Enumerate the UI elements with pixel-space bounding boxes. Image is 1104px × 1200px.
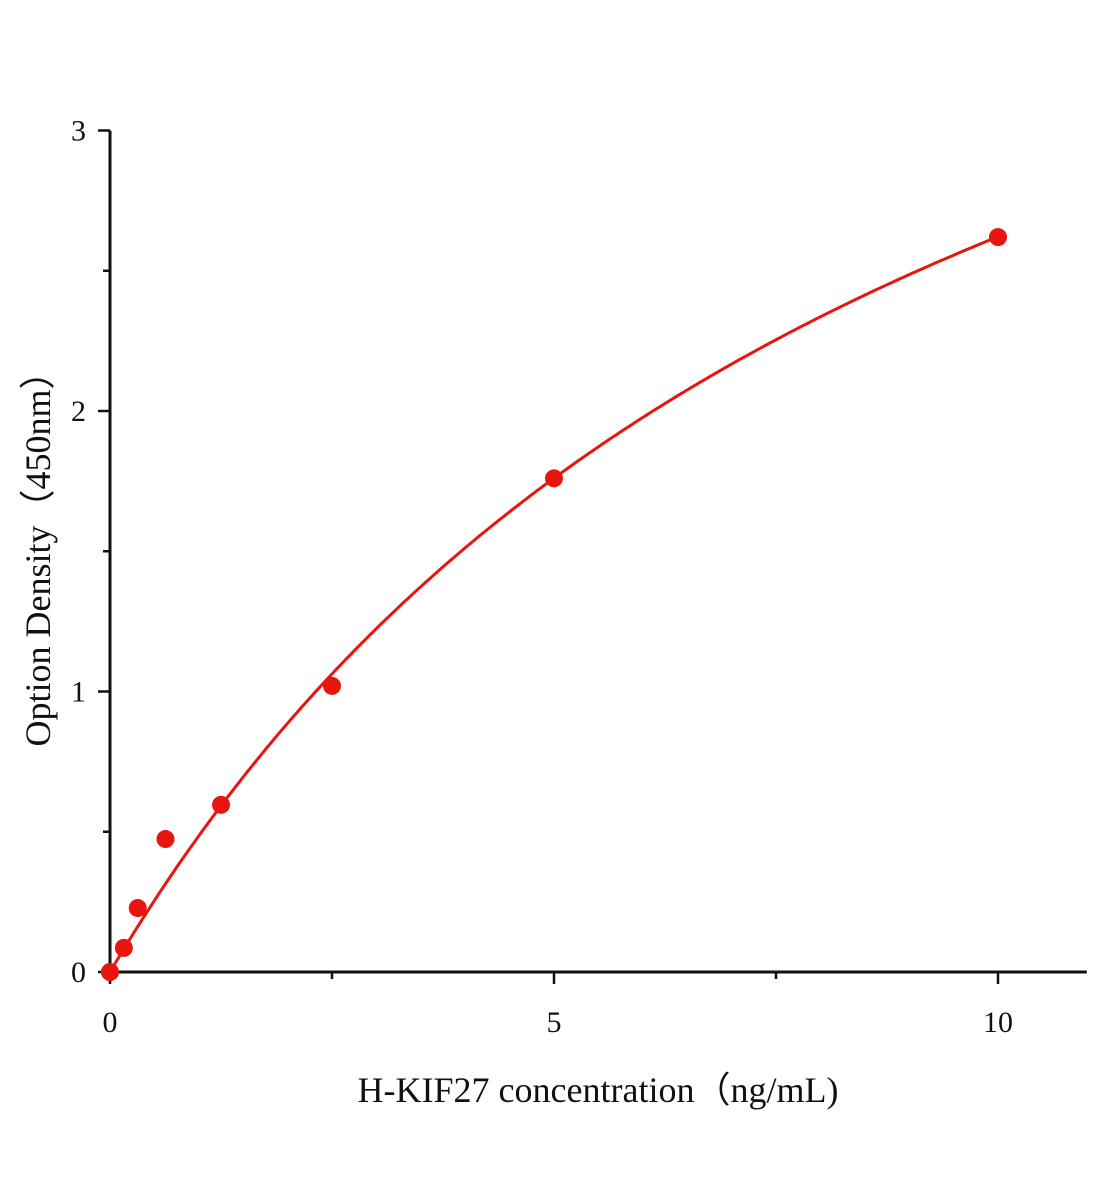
- fit-curve: [108, 235, 999, 973]
- data-point: [212, 795, 230, 814]
- y-tick-label: 2: [71, 395, 86, 428]
- y-tick-labels: 0 1 2 3: [71, 115, 86, 990]
- y-axis-title: Option Density（450nm）: [18, 354, 58, 747]
- y-tick-label: 0: [71, 956, 86, 989]
- y-tick-label: 3: [71, 115, 86, 148]
- data-point: [114, 938, 133, 957]
- x-tick-label: 0: [103, 1006, 118, 1039]
- data-point: [156, 830, 175, 849]
- data-point: [323, 676, 341, 695]
- data-point: [545, 469, 563, 488]
- data-point: [101, 963, 119, 981]
- x-tick-label: 10: [983, 1006, 1013, 1039]
- x-tick-label: 5: [547, 1006, 562, 1039]
- data-point: [128, 899, 147, 918]
- data-points: [101, 228, 1007, 981]
- data-point: [989, 228, 1007, 247]
- axes: [98, 129, 1087, 984]
- x-tick-labels: 0 5 10: [103, 1006, 1014, 1039]
- y-tick-label: 1: [71, 676, 86, 709]
- x-axis-title: H-KIF27 concentration（ng/mL): [358, 1070, 839, 1110]
